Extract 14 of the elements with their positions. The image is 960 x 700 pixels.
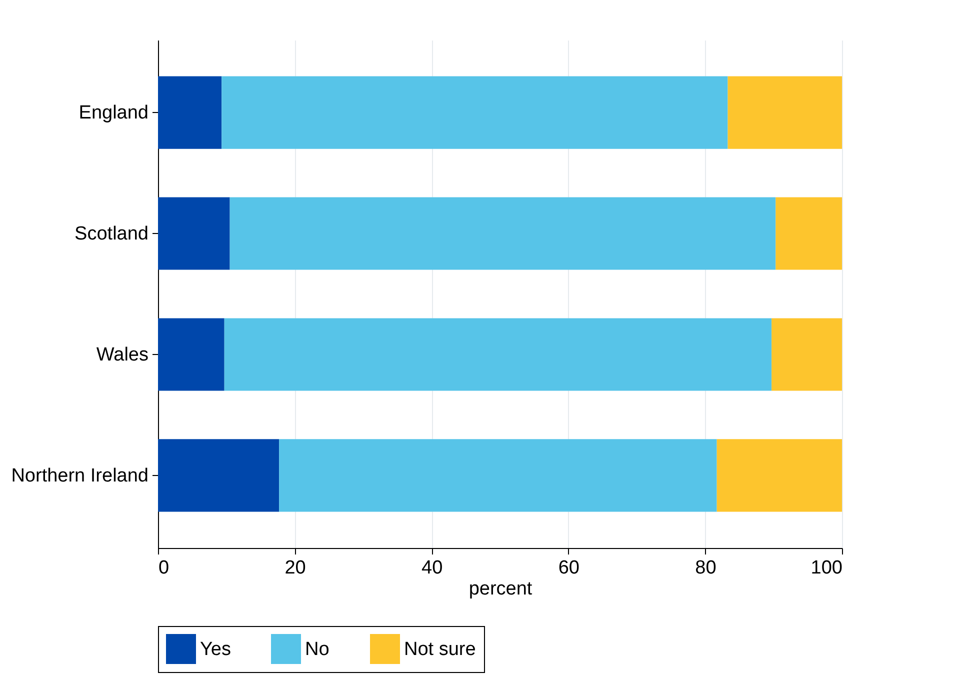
y-tick-label: Scotland bbox=[74, 224, 148, 245]
x-tick-label: 80 bbox=[695, 558, 716, 578]
legend-label: No bbox=[305, 639, 330, 660]
x-tick-label: 60 bbox=[558, 558, 580, 578]
y-tick-label: Wales bbox=[96, 344, 148, 366]
legend-label: Not sure bbox=[404, 639, 476, 660]
y-tick-label: Northern Ireland bbox=[11, 465, 148, 486]
x-tick-label: 40 bbox=[422, 558, 443, 578]
x-tick-label: 0 bbox=[158, 558, 170, 578]
y-tick-label: England bbox=[78, 102, 148, 124]
x-tick-label: 100 bbox=[810, 558, 842, 578]
legend-label: Yes bbox=[200, 639, 231, 660]
x-axis-title: percent bbox=[468, 578, 533, 600]
x-tick-label: 20 bbox=[284, 558, 306, 578]
